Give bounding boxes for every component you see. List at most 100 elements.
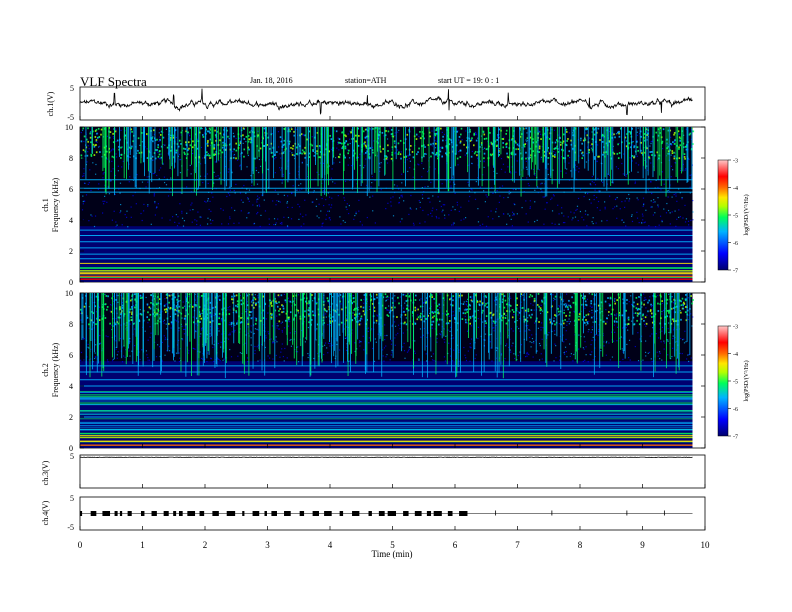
spectrogram-speckle (506, 155, 509, 158)
spectrogram-speckle (195, 330, 197, 333)
spectrogram-speckle (485, 194, 487, 196)
spectrogram-speckle (383, 158, 385, 160)
spectrogram-speckle (648, 299, 651, 302)
spectrogram-speckle (282, 310, 285, 313)
spectrogram-speckle (403, 322, 405, 325)
spectrogram-speckle (306, 175, 309, 178)
spectrogram-speckle (358, 319, 360, 322)
spectrogram-speckle (650, 181, 652, 183)
spectrogram-speckle (450, 326, 452, 329)
spectrogram-speckle (319, 151, 322, 153)
spectrogram-speckle (219, 132, 222, 135)
spectrogram-speckle (341, 297, 343, 299)
spectrogram-speckle (450, 167, 452, 169)
spectrogram-speckle (601, 181, 604, 184)
spectrogram-speckle (627, 329, 629, 331)
spectrogram-speckle (254, 298, 257, 301)
spectrogram-speckle (408, 348, 410, 350)
spectrogram-speckle (623, 221, 625, 223)
spectrogram-speckle (423, 137, 425, 140)
ch1-spectrogram-image (80, 127, 695, 282)
spectrogram-speckle (591, 181, 593, 183)
spectrogram-speckle (315, 339, 317, 341)
spectrogram-speckle (277, 325, 279, 327)
spectrogram-speckle (162, 163, 164, 165)
spectrogram-speckle (608, 130, 611, 133)
spectrogram-speckle (539, 307, 542, 310)
spectrogram-speckle (146, 176, 148, 178)
colorbar-tick-label: -5 (733, 214, 738, 220)
spectrogram-speckle (452, 311, 454, 313)
spectrogram-speckle (355, 213, 357, 215)
spectrogram-speckle (673, 132, 676, 134)
spectrogram-speckle (215, 175, 217, 177)
spectrogram-speckle (490, 311, 492, 314)
spectrogram-speckle (323, 204, 325, 207)
spectrogram-speckle (107, 336, 109, 338)
spectrogram-speckle (527, 310, 530, 313)
spectrogram-speckle (540, 329, 542, 331)
spectrogram-speckle (312, 314, 315, 317)
spectrogram-speckle (80, 154, 83, 157)
spectrogram-speckle (113, 156, 115, 159)
spectrogram-speckle (618, 311, 621, 314)
spectrogram-speckle (201, 312, 203, 315)
spectrogram-speckle (376, 155, 379, 157)
spectrogram-speckle (650, 162, 652, 164)
spectrogram-speckle (344, 134, 346, 137)
spectrogram-speckle (92, 312, 94, 315)
spectrogram-speckle (584, 341, 586, 343)
spectrogram-speckle (140, 212, 142, 215)
spectrogram-speckle (158, 169, 161, 171)
spectrogram-speckle (484, 304, 486, 307)
spectrogram-speckle (267, 168, 269, 170)
spectrogram-speckle (530, 346, 532, 348)
spectrogram-speckle (349, 130, 351, 132)
spectrogram-speckle (144, 330, 146, 332)
spectrogram-speckle (639, 312, 641, 314)
spectrogram-speckle (186, 212, 188, 214)
spectrogram-speckle (252, 301, 255, 304)
spectrogram-speckle (166, 328, 168, 330)
spectrogram-speckle (344, 323, 346, 325)
spectrogram-speckle (95, 139, 98, 141)
spectrogram-speckle (307, 326, 310, 329)
spectrogram-speckle (547, 178, 549, 180)
spectrogram-speckle (431, 151, 434, 154)
spectrogram-speckle (590, 331, 592, 333)
spectrogram-speckle (246, 294, 249, 297)
spectrogram-speckle (229, 305, 231, 308)
spectrogram-speckle (214, 161, 216, 163)
spectrogram-speckle (273, 218, 276, 220)
spectrogram-speckle (547, 151, 550, 153)
spectrogram-speckle (561, 207, 563, 209)
spectrogram-speckle (169, 136, 172, 139)
spectrogram-speckle (218, 330, 220, 332)
spectrogram-speckle (687, 354, 689, 356)
spectrogram-speckle (262, 317, 265, 320)
spectrogram-speckle (430, 155, 432, 158)
spectrogram-speckle (139, 294, 142, 297)
spectrogram-speckle (642, 313, 644, 316)
spectrogram-speckle (616, 205, 618, 207)
spectrogram-speckle (159, 355, 161, 358)
spectrogram-speckle (540, 322, 543, 324)
spectrogram-speckle (462, 312, 465, 315)
spectrogram-speckle (590, 144, 592, 146)
spectrogram-speckle (631, 214, 633, 216)
spectrogram-speckle (270, 312, 272, 315)
start-time-label: start UT = 19: 0 : 1 (438, 76, 499, 85)
spectrogram-speckle (421, 135, 424, 138)
spectrogram-speckle (363, 294, 366, 296)
spectrogram-speckle (300, 133, 303, 136)
spectrogram-speckle (316, 198, 318, 200)
spectrogram-speckle (386, 353, 388, 356)
spectrogram-speckle (518, 188, 520, 190)
spectrogram-speckle (104, 303, 107, 306)
spectrogram-speckle (439, 293, 441, 295)
spectrogram-speckle (247, 321, 249, 323)
spectrogram-speckle (111, 324, 113, 326)
spectrogram-speckle (88, 220, 90, 222)
spectrogram-speckle (553, 317, 555, 319)
spectrogram-speckle (131, 308, 133, 310)
